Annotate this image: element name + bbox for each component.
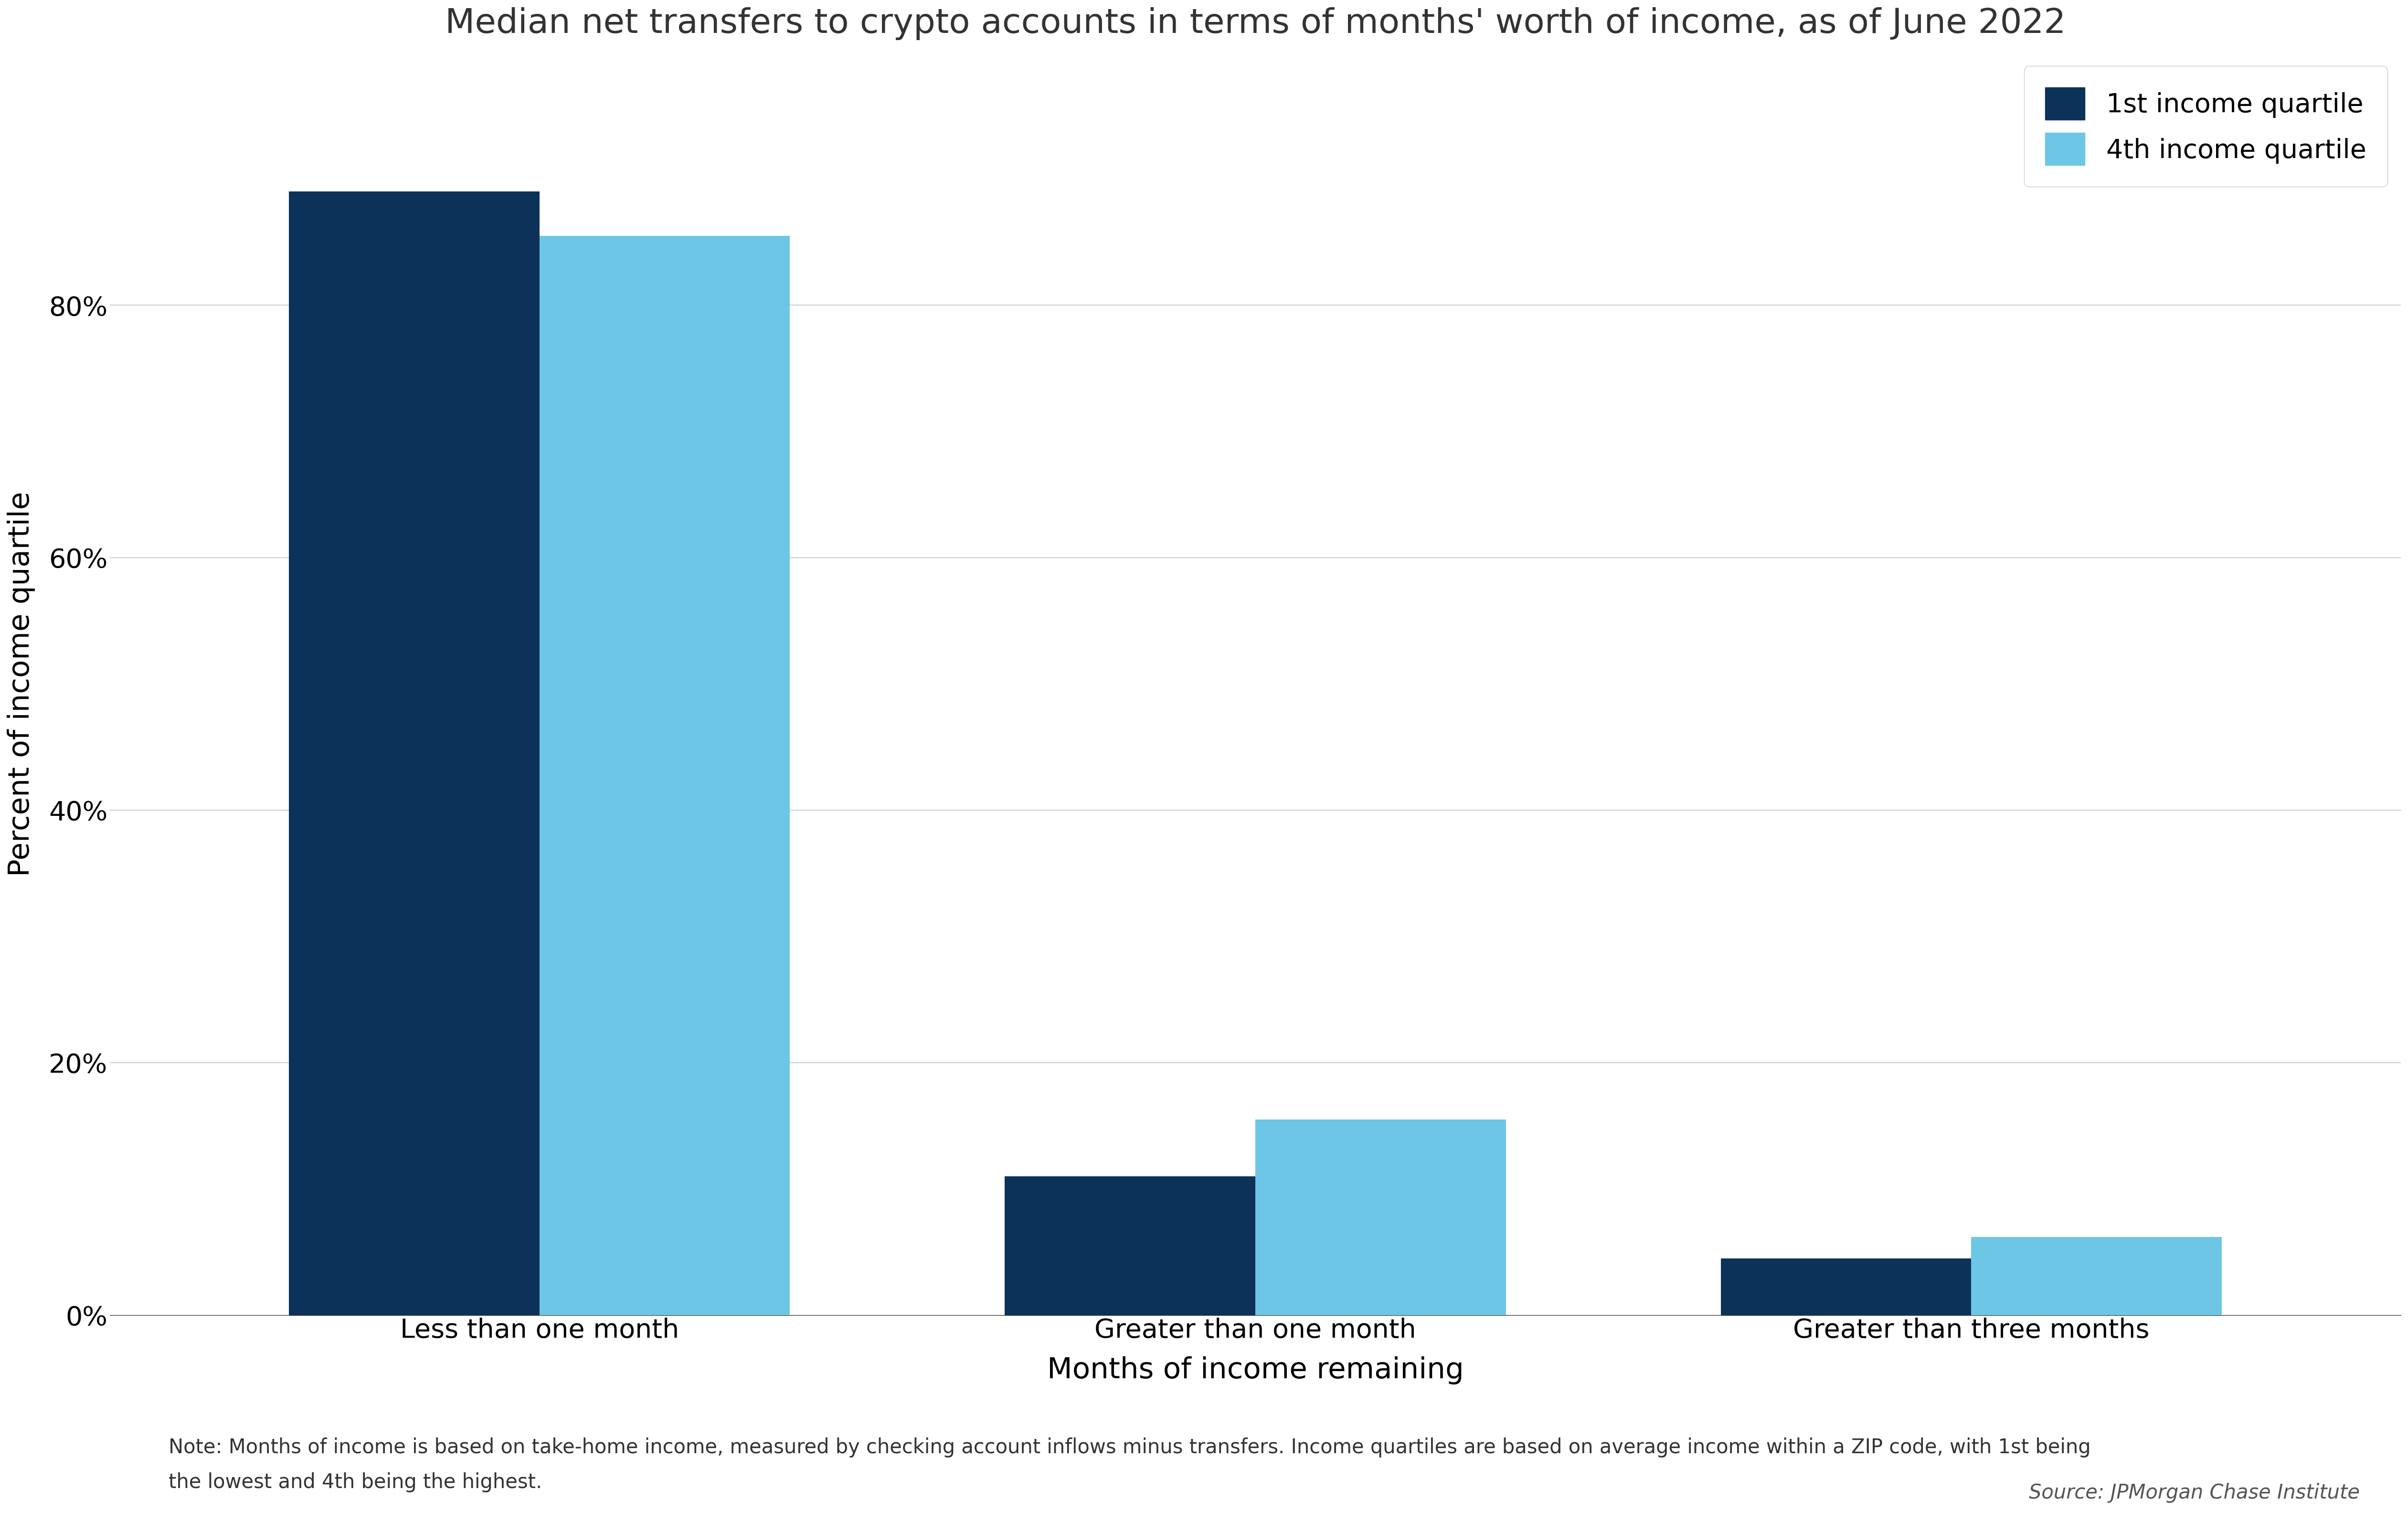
Text: Note: Months of income is based on take-home income, measured by checking accoun: Note: Months of income is based on take-… bbox=[169, 1437, 2090, 1457]
Y-axis label: Percent of income quartile: Percent of income quartile bbox=[7, 491, 36, 876]
Bar bbox=[289, 192, 539, 1316]
Text: Source: JPMorgan Chase Institute: Source: JPMorgan Chase Institute bbox=[2030, 1483, 2360, 1503]
Bar bbox=[1255, 1119, 1505, 1316]
Legend: 1st income quartile, 4th income quartile: 1st income quartile, 4th income quartile bbox=[2025, 65, 2389, 187]
Text: the lowest and 4th being the highest.: the lowest and 4th being the highest. bbox=[169, 1472, 542, 1492]
Bar bbox=[1004, 1176, 1255, 1316]
Title: Median net transfers to crypto accounts in terms of months' worth of income, as : Median net transfers to crypto accounts … bbox=[445, 8, 2066, 40]
X-axis label: Months of income remaining: Months of income remaining bbox=[1047, 1357, 1464, 1384]
Bar bbox=[1972, 1237, 2223, 1316]
Bar bbox=[1722, 1258, 1972, 1316]
Bar bbox=[539, 236, 790, 1316]
